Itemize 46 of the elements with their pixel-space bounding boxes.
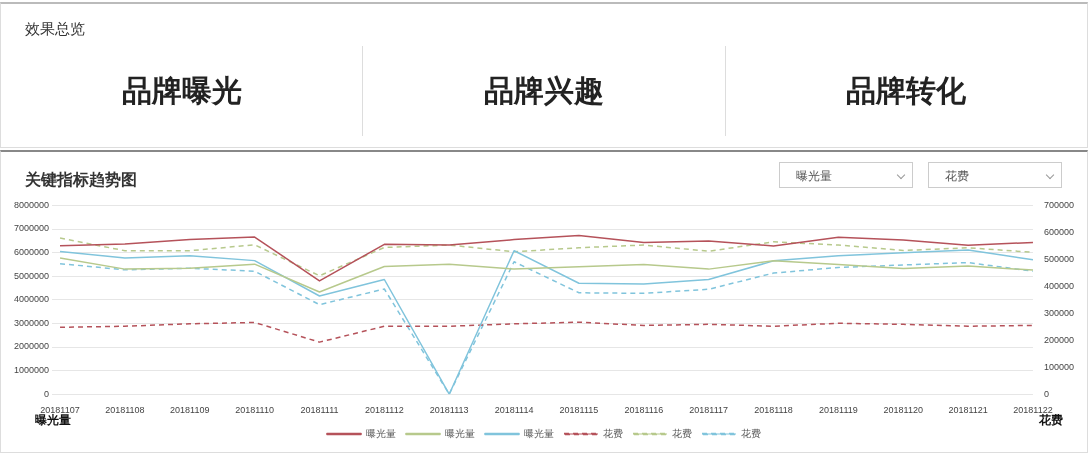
- y-axis-title: 曝光量: [35, 412, 71, 427]
- x-tick-label: 20181121: [948, 405, 988, 416]
- y2-axis-title: 花费: [1038, 412, 1063, 427]
- text: 品牌曝光: [120, 72, 243, 109]
- x-tick-label: 20181112: [364, 405, 404, 416]
- y-tick-label: 7000000: [13, 223, 50, 234]
- legend-label: 曝光量: [366, 427, 396, 439]
- y-tick-label: 0: [44, 388, 50, 399]
- x-tick-label: 20181110: [235, 405, 274, 416]
- legend-label: 花费: [672, 427, 692, 439]
- x-tick-label: 20181119: [819, 405, 858, 416]
- legend-label: 曝光量: [524, 427, 554, 439]
- text: 品牌转化: [724, 46, 1087, 136]
- y-tick-label: 5000000: [13, 270, 50, 281]
- y2-tick-label: 700000: [1043, 199, 1075, 210]
- dropdown-field: 曝光量: [779, 162, 913, 188]
- y2-tick-label: 200000: [1043, 334, 1075, 345]
- y2-tick-label: 400000: [1043, 280, 1075, 291]
- x-tick-label: 20181113: [429, 405, 469, 416]
- legend-label: 花费: [603, 427, 623, 439]
- text: 效果总览: [25, 20, 85, 39]
- y2-tick-label: 600000: [1043, 226, 1075, 237]
- x-tick-label: 20181116: [624, 405, 664, 416]
- x-tick-label: 20181120: [883, 405, 923, 416]
- y2-tick-label: 500000: [1043, 253, 1075, 264]
- y2-tick-label: 0: [1043, 388, 1049, 399]
- legend-label: 曝光量: [445, 427, 475, 439]
- x-tick-label: 20181118: [754, 405, 793, 416]
- y-tick-label: 3000000: [13, 317, 50, 328]
- chart-title: 关键指标趋势图: [25, 170, 137, 190]
- legend-label: 花费: [741, 427, 761, 439]
- y-tick-label: 2000000: [13, 341, 50, 352]
- x-tick-label: 20181115: [559, 405, 599, 416]
- y-tick-label: 1000000: [13, 365, 50, 376]
- dropdown-field: 花费: [928, 162, 1062, 188]
- x-tick-label: 20181109: [170, 405, 210, 416]
- text: 品牌兴趣: [362, 46, 725, 136]
- x-tick-label: 20181114: [494, 405, 534, 416]
- y-tick-label: 4000000: [13, 294, 50, 305]
- x-tick-label: 20181108: [105, 405, 145, 416]
- x-tick-label: 20181111: [300, 405, 339, 416]
- x-tick-label: 20181117: [689, 405, 729, 416]
- y2-tick-label: 300000: [1043, 307, 1075, 318]
- y2-tick-label: 100000: [1043, 361, 1075, 372]
- y-tick-label: 6000000: [13, 247, 50, 258]
- y-tick-label: 8000000: [13, 199, 50, 210]
